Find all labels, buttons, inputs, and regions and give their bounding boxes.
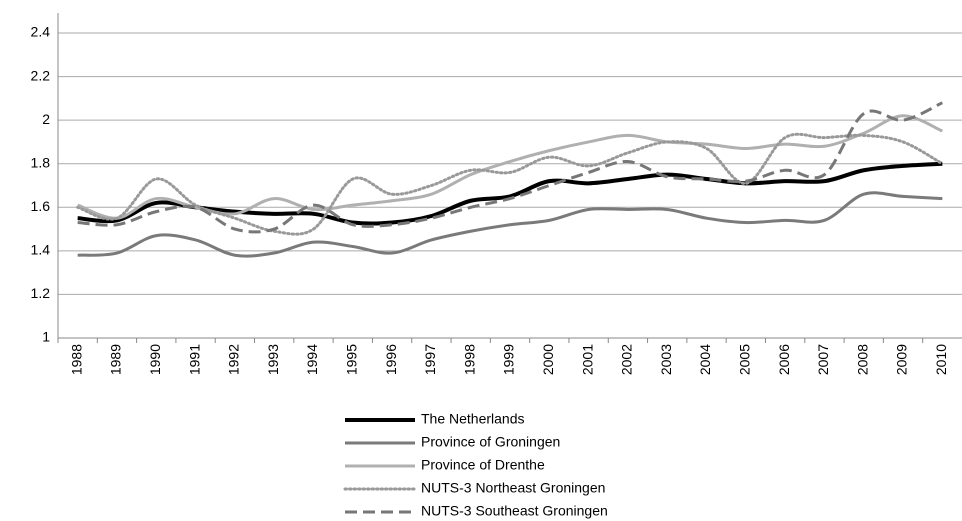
x-tick-label: 2003 bbox=[658, 344, 674, 375]
x-tick-label: 1992 bbox=[226, 344, 242, 375]
legend-label: NUTS-3 Southeast Groningen bbox=[421, 503, 608, 519]
y-tick-label: 1.8 bbox=[31, 154, 51, 170]
x-tick-label: 2007 bbox=[815, 344, 831, 375]
x-tick-label: 1990 bbox=[147, 344, 163, 375]
series-line bbox=[77, 161, 943, 226]
series-line bbox=[76, 132, 944, 236]
series-line bbox=[77, 191, 943, 258]
x-tick-label: 1989 bbox=[108, 344, 124, 375]
x-tick-label: 1994 bbox=[304, 344, 320, 375]
x-tick-label: 1991 bbox=[186, 344, 202, 375]
x-tick-label: 2001 bbox=[579, 344, 595, 375]
y-tick-label: 1.4 bbox=[31, 242, 51, 258]
x-tick-label: 1998 bbox=[461, 344, 477, 375]
x-tick-label: 2009 bbox=[894, 344, 910, 375]
x-tick-label: 2008 bbox=[854, 344, 870, 375]
x-tick-label: 2002 bbox=[619, 344, 635, 375]
x-tick-label: 2004 bbox=[697, 344, 713, 375]
x-tick-label: 2000 bbox=[540, 344, 556, 375]
legend-label: The Netherlands bbox=[421, 411, 525, 427]
x-tick-label: 2006 bbox=[776, 344, 792, 375]
x-tick-label: 1999 bbox=[501, 344, 517, 375]
y-tick-label: 2 bbox=[42, 111, 50, 127]
series-line bbox=[77, 114, 943, 220]
legend-label: NUTS-3 Northeast Groningen bbox=[421, 480, 605, 496]
x-tick-label: 1997 bbox=[422, 344, 438, 375]
y-tick-label: 2.4 bbox=[31, 24, 51, 40]
x-tick-label: 1995 bbox=[343, 344, 359, 375]
x-tick-label: 1996 bbox=[383, 344, 399, 375]
x-tick-label: 1988 bbox=[68, 344, 84, 375]
legend-label: Province of Drenthe bbox=[421, 457, 545, 473]
y-tick-label: 1.2 bbox=[31, 285, 51, 301]
series-line bbox=[77, 101, 943, 234]
y-tick-label: 2.2 bbox=[31, 67, 51, 83]
y-tick-label: 1.6 bbox=[31, 198, 51, 214]
legend-label: Province of Groningen bbox=[421, 434, 560, 450]
y-tick-label: 1 bbox=[42, 329, 50, 345]
x-tick-label: 1993 bbox=[265, 344, 281, 375]
x-tick-label: 2005 bbox=[737, 344, 753, 375]
x-tick-label: 2010 bbox=[933, 344, 949, 375]
